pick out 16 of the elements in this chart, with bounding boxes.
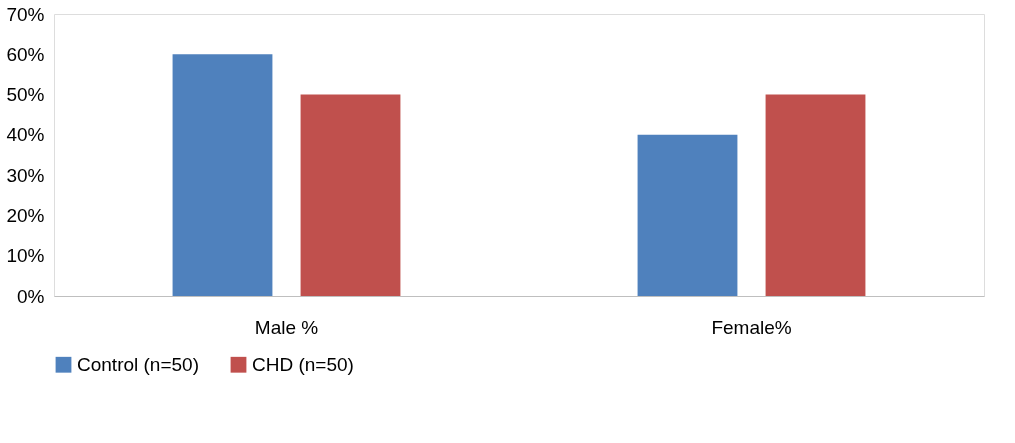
bar [765,94,866,296]
bar [172,54,273,296]
y-tick-label: 50% [6,84,45,106]
y-tick-label: 20% [6,204,45,226]
legend-label: Control (n=50) [77,353,199,375]
y-tick-label: 0% [17,285,45,307]
x-tick-label: Male % [254,316,319,338]
legend-label: CHD (n=50) [252,353,354,375]
y-tick-label: 10% [6,245,45,267]
y-tick-label: 70% [6,3,45,25]
y-tick-label: 40% [6,124,45,146]
y-tick-label: 30% [6,164,45,186]
y-tick-label: 60% [6,43,45,65]
bar [300,94,401,296]
x-tick-label: Female% [711,316,792,338]
bar [637,134,738,296]
